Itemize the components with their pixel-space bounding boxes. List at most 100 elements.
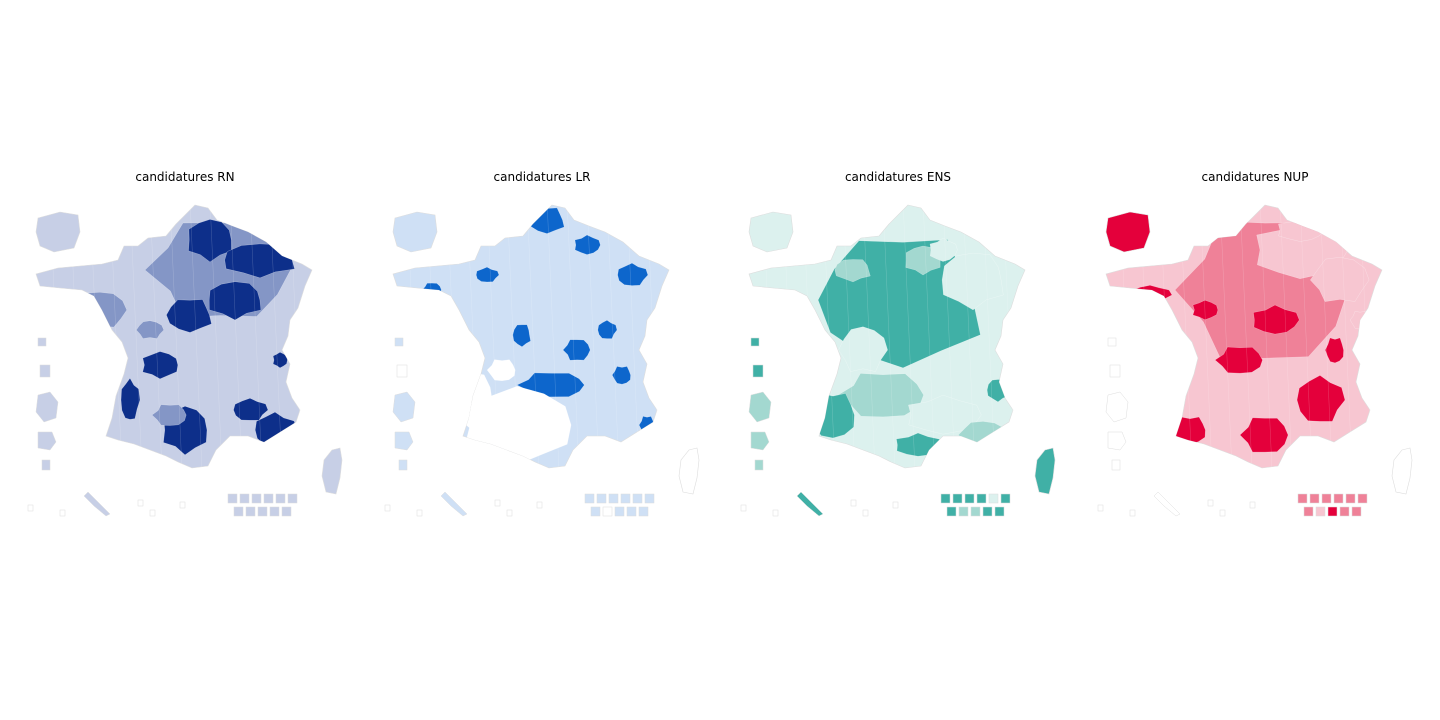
constituency-region [1296, 375, 1346, 422]
constituency-region [941, 252, 1004, 311]
paris-inset [1105, 211, 1151, 253]
corsica [678, 447, 700, 495]
abroad-constituency [281, 506, 292, 517]
overseas-reunion [1107, 431, 1127, 451]
abroad-constituency [952, 493, 963, 504]
overseas-guyane [748, 391, 772, 423]
abroad-constituency [976, 493, 987, 504]
overseas-guadeloupe [1107, 337, 1117, 347]
overseas-island [384, 504, 391, 512]
constituency-border [802, 205, 816, 468]
constituency-region [929, 237, 958, 262]
constituency-border [506, 205, 520, 468]
abroad-constituency [1333, 493, 1344, 504]
overseas-new-caledonia [83, 491, 111, 517]
overseas-guyane [35, 391, 59, 423]
constituency-border [309, 205, 312, 468]
constituency-region [574, 234, 601, 255]
constituency-border [89, 205, 103, 468]
abroad-constituency [1345, 493, 1356, 504]
constituency-region [1192, 299, 1219, 321]
overseas-new-caledonia [1153, 491, 1181, 517]
choropleth-map [384, 204, 700, 517]
map-panel-lr: candidatures LR [377, 160, 707, 530]
constituency-region [136, 320, 165, 339]
constituency-region [151, 404, 187, 426]
abroad-constituency [970, 506, 981, 517]
map-title: candidatures LR [493, 170, 591, 184]
abroad-constituency [251, 493, 262, 504]
constituency-region [142, 351, 179, 380]
overseas-guadeloupe [37, 337, 47, 347]
constituency-group [49, 205, 312, 468]
constituency-region [597, 319, 618, 339]
abroad-constituency [964, 493, 975, 504]
map-title: candidatures RN [135, 170, 235, 184]
abroad-constituency [1327, 506, 1338, 517]
constituency-region [233, 397, 269, 421]
map-title: candidatures ENS [844, 170, 952, 184]
overseas-martinique [396, 364, 408, 378]
constituency-border [942, 205, 956, 468]
constituency-region [617, 262, 649, 286]
abroad-constituency [257, 506, 268, 517]
constituency-border [646, 205, 660, 468]
constituency-border [606, 205, 620, 468]
constituency-region [188, 219, 232, 263]
abroad-constituency [269, 506, 280, 517]
constituency-region [1214, 346, 1263, 374]
overseas-reunion [37, 431, 57, 451]
constituency-border [1002, 205, 1016, 468]
constituency-border [169, 205, 183, 468]
constituency-border [149, 205, 163, 468]
constituency-border [902, 205, 916, 468]
constituency-region [562, 339, 591, 361]
choropleth-map [27, 204, 343, 517]
abroad-constituency [227, 493, 238, 504]
overseas-island [416, 509, 423, 517]
abroad-constituency [626, 506, 637, 517]
abroad-constituency [1000, 493, 1011, 504]
constituency-region [1239, 417, 1289, 453]
overseas-island [892, 501, 899, 509]
abroad-constituency [596, 493, 607, 504]
paris-inset [392, 211, 438, 253]
abroad-constituency [590, 506, 601, 517]
overseas-island [149, 509, 156, 517]
overseas-island [1219, 509, 1226, 517]
constituency-border [546, 205, 560, 468]
constituency-border [229, 205, 243, 468]
abroad-constituency [1309, 493, 1320, 504]
abroad-constituency [982, 506, 993, 517]
constituency-border [209, 205, 223, 468]
constituency-border [1159, 205, 1173, 468]
abroad-constituency [644, 493, 655, 504]
abroad-constituency [263, 493, 274, 504]
constituency-border [862, 205, 876, 468]
constituency-region [166, 299, 212, 333]
constituency-border [1299, 205, 1313, 468]
overseas-reunion [750, 431, 770, 451]
abroad-constituency [946, 506, 957, 517]
constituency-region [512, 324, 531, 348]
overseas-island [772, 509, 779, 517]
overseas-guyane [1105, 391, 1129, 423]
overseas-reunion [394, 431, 414, 451]
abroad-constituency [614, 506, 625, 517]
abroad-constituency [239, 493, 250, 504]
abroad-constituency [638, 506, 649, 517]
abroad-constituency [1357, 493, 1368, 504]
corsica [321, 447, 343, 495]
constituency-border [586, 205, 600, 468]
map-panel-rn: candidatures RN [20, 160, 350, 530]
constituency-region [908, 394, 982, 435]
overseas-island [536, 501, 543, 509]
abroad-constituency [602, 506, 613, 517]
constituency-border [1219, 205, 1233, 468]
abroad-constituency [1315, 506, 1326, 517]
overseas-mayotte [1111, 459, 1121, 471]
abroad-constituency [1351, 506, 1362, 517]
overseas-island [1097, 504, 1104, 512]
constituency-border [962, 205, 976, 468]
paris-inset [748, 211, 794, 253]
